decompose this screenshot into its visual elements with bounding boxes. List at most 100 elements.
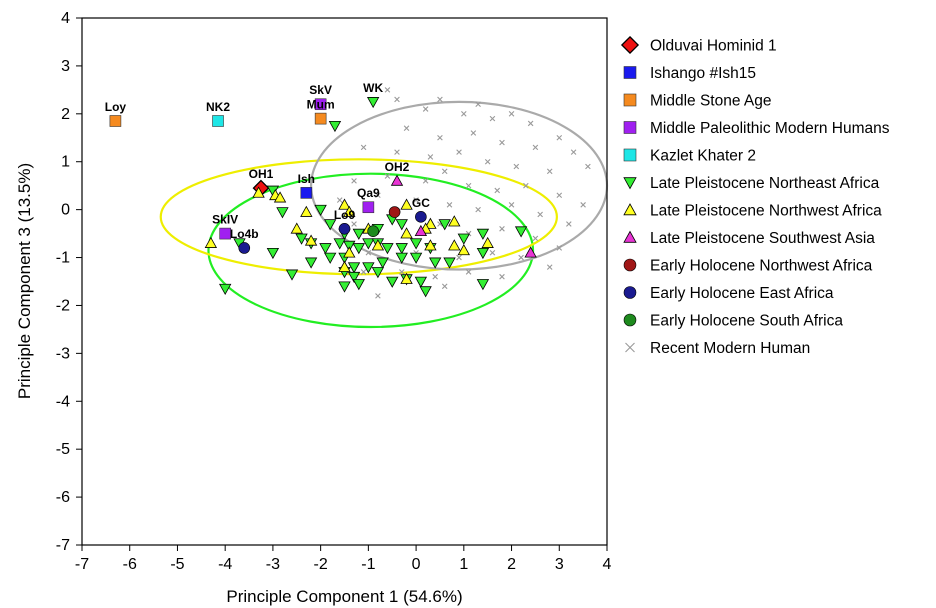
data-point (338, 281, 351, 293)
point-label: GC (412, 196, 430, 210)
legend-item-recent-modern-human: Recent Modern Human (625, 340, 810, 357)
data-point (448, 215, 461, 227)
data-point (366, 97, 380, 109)
data-point (556, 134, 563, 141)
data-point (285, 269, 299, 281)
data-point (219, 227, 231, 240)
data-point (394, 96, 400, 103)
point-label: Lo9 (334, 208, 356, 222)
point-label: WK (363, 81, 383, 95)
data-point (580, 202, 586, 208)
data-point (273, 191, 287, 203)
data-point (523, 182, 529, 189)
data-point (457, 233, 470, 245)
legend-marker (623, 258, 637, 272)
data-point (343, 205, 356, 217)
data-point (338, 223, 351, 235)
data-point (499, 226, 505, 232)
y-tick-label: 4 (61, 10, 70, 27)
data-point (336, 197, 343, 203)
data-point (276, 207, 289, 219)
x-tick-label: -3 (266, 556, 280, 573)
data-point (390, 174, 404, 186)
data-point (409, 238, 423, 250)
data-point (465, 182, 472, 189)
data-point (351, 178, 357, 184)
data-point (513, 163, 520, 170)
x-tick-label: -7 (75, 556, 89, 573)
data-point (219, 283, 232, 296)
data-point (409, 252, 423, 264)
data-point (395, 219, 408, 231)
x-tick-label: -5 (170, 556, 184, 573)
data-point (314, 204, 327, 216)
legend-marker (623, 286, 637, 299)
y-tick-label: 3 (61, 58, 70, 75)
legend-item-kazlet-khater-2: Kazlet Khater 2 (623, 148, 756, 165)
legend-label: Late Pleistocene Southwest Asia (650, 230, 875, 247)
x-tick-label: -1 (361, 556, 375, 573)
data-point (109, 115, 122, 127)
data-point (465, 269, 472, 275)
x-tick-label: 4 (603, 556, 612, 573)
data-point (375, 293, 381, 299)
data-point (508, 202, 515, 208)
data-point (333, 238, 346, 250)
data-point (443, 257, 456, 269)
data-point (424, 217, 437, 229)
data-point (360, 269, 367, 275)
point-label: SkV (309, 83, 332, 97)
legend-label: Early Holocene South Africa (650, 313, 843, 330)
data-point (422, 178, 429, 184)
data-point (381, 243, 394, 255)
legend-label: Recent Modern Human (650, 340, 810, 357)
point-label: OH1 (249, 167, 274, 181)
data-point (347, 271, 361, 284)
data-point (395, 243, 408, 255)
data-point (314, 98, 327, 111)
data-point (413, 197, 419, 203)
data-point (395, 252, 408, 264)
data-point (532, 235, 539, 242)
legend-label: Early Holocene Northwest Africa (650, 258, 873, 275)
y-tick-label: -4 (56, 393, 70, 410)
y-tick-label: 1 (61, 154, 70, 171)
data-point (537, 211, 543, 218)
data-point (252, 186, 265, 198)
data-point (461, 111, 467, 117)
data-point (300, 187, 313, 199)
legend-marker (625, 342, 635, 353)
data-points (109, 87, 591, 299)
data-point (388, 206, 401, 218)
legend-item-late-pleistocene-southwest-asia: Late Pleistocene Southwest Asia (623, 230, 875, 247)
x-tick-label: 1 (459, 556, 468, 573)
data-point (328, 120, 342, 133)
legend-marker (623, 203, 637, 216)
legend-item-ishango-ish15: Ishango #Ish15 (623, 65, 756, 82)
data-point (319, 243, 332, 255)
legend-label: Middle Paleolithic Modern Humans (650, 120, 890, 137)
data-point (441, 168, 448, 175)
data-point (415, 211, 427, 223)
data-point (499, 139, 505, 146)
data-point (532, 144, 539, 151)
x-tick-label: 2 (507, 556, 516, 573)
data-point (347, 262, 361, 274)
legend-label: Late Pleistocene Northeast Africa (650, 175, 880, 192)
legend-label: Kazlet Khater 2 (650, 148, 756, 165)
data-point (367, 225, 379, 237)
data-point (386, 276, 399, 288)
data-point (446, 202, 453, 208)
legend-item-late-pleistocene-northeast-africa: Late Pleistocene Northeast Africa (623, 175, 880, 192)
data-point (414, 276, 428, 288)
point-label: NK2 (206, 100, 230, 114)
data-point (518, 254, 524, 261)
data-point (352, 243, 365, 255)
data-point (300, 205, 313, 217)
data-point (343, 240, 356, 252)
point-label: Mum (307, 98, 335, 112)
data-point (475, 101, 481, 108)
y-tick-label: -7 (56, 537, 70, 554)
